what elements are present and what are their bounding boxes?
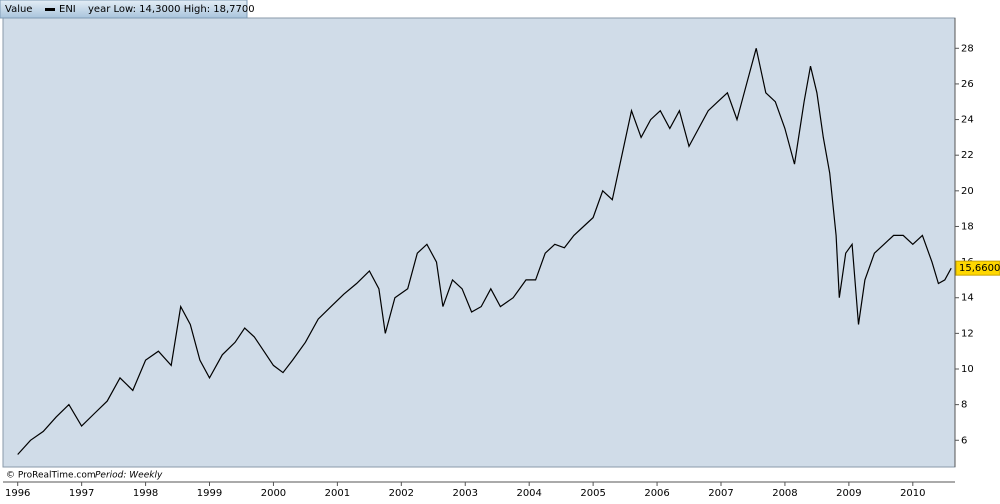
legend-name: ENI	[59, 4, 76, 15]
y-tick-label: 10	[961, 364, 974, 375]
x-tick-label: 2010	[900, 488, 925, 499]
x-tick-label: 1999	[197, 488, 222, 499]
y-tick-label: 14	[961, 293, 974, 304]
x-tick-label: 2001	[325, 488, 350, 499]
x-tick-label: 2004	[516, 488, 541, 499]
header-bar	[0, 0, 248, 19]
range-text: year Low: 14,3000 High: 18,7700	[88, 4, 255, 15]
y-tick-label: 8	[961, 400, 967, 411]
y-tick-label: 6	[961, 435, 967, 446]
y-tick-label: 18	[961, 221, 974, 232]
y-tick-label: 20	[961, 186, 974, 197]
price-line	[17, 48, 952, 455]
x-tick-label: 2005	[580, 488, 605, 499]
y-tick-label: 12	[961, 328, 974, 339]
y-tick-label: 22	[961, 150, 974, 161]
plot-area	[2, 17, 956, 468]
x-tick-label: 2000	[261, 488, 286, 499]
y-tick-label: 24	[961, 115, 974, 126]
legend-swatch	[45, 8, 55, 11]
footer-period: Period: Weekly	[95, 471, 163, 481]
x-tick-label: 2008	[772, 488, 797, 499]
y-tick-label: 28	[961, 43, 974, 54]
x-tick-label: 2002	[389, 488, 414, 499]
x-tick-label: 1997	[69, 488, 94, 499]
header-label: Value	[5, 4, 32, 15]
x-tick-label: 2006	[644, 488, 669, 499]
x-tick-label: 2003	[453, 488, 478, 499]
x-tick-label: 2007	[708, 488, 733, 499]
last-price-label: 15,6600	[959, 263, 1000, 274]
x-tick-label: 1996	[5, 488, 30, 499]
last-price-tag	[955, 260, 1000, 276]
x-tick-label: 2009	[836, 488, 861, 499]
footer-source: © ProRealTime.com	[6, 471, 96, 481]
y-tick-label: 26	[961, 79, 974, 90]
x-tick-label: 1998	[133, 488, 158, 499]
